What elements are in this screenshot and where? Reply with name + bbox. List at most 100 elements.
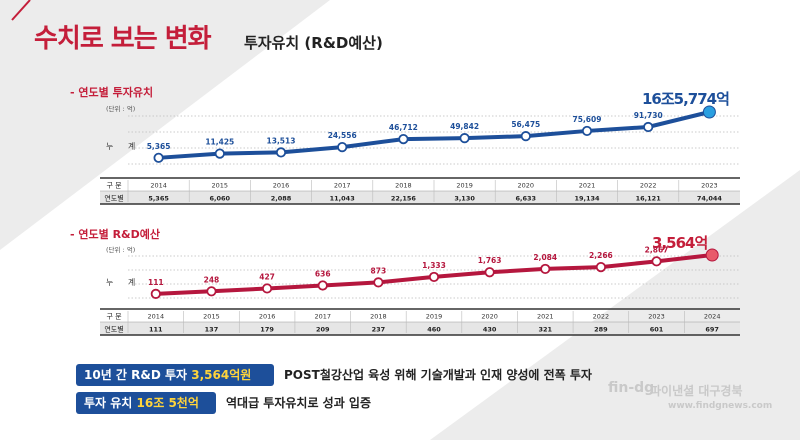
data-label: 1,763	[478, 256, 502, 265]
data-label: 24,556	[328, 131, 357, 140]
table-year: 2021	[537, 313, 554, 321]
table-header-label: 구 분	[106, 313, 122, 321]
data-label: 5,365	[147, 142, 171, 151]
table-value: 74,044	[697, 195, 723, 203]
data-label: 111	[148, 278, 164, 287]
data-label: 56,475	[511, 120, 540, 129]
rnd-total-label: 3,564억	[652, 234, 708, 252]
table-value: 22,156	[391, 195, 417, 203]
investment-total-label: 16조5,774억	[642, 90, 730, 108]
data-label: 2,867	[645, 245, 669, 254]
data-label: 49,842	[450, 122, 479, 131]
table-value: 111	[149, 326, 163, 334]
rnd-section-label: - 연도별 R&D예산	[70, 228, 161, 241]
table-year: 2024	[704, 313, 721, 321]
table-value: 209	[316, 326, 330, 334]
table-value: 321	[538, 326, 552, 334]
data-label: 248	[204, 275, 220, 284]
data-point	[595, 261, 607, 273]
table-value: 6,633	[516, 195, 537, 203]
investment-attraction-pill: 투자 유치 16조 5천억	[76, 392, 216, 414]
investment-pill-highlight: 16조 5천억	[136, 396, 199, 410]
data-point	[484, 267, 495, 278]
data-point	[150, 288, 161, 299]
table-year: 2015	[203, 313, 220, 321]
rnd-pill-prefix: 10년 간 R&D 투자	[84, 368, 192, 382]
table-row-bg	[100, 322, 740, 335]
series-line	[156, 110, 712, 160]
rnd-pill-highlight: 3,564억원	[191, 368, 252, 382]
rnd-investment-pill: 10년 간 R&D 투자 3,564억원	[76, 364, 274, 386]
data-label: 1,333	[422, 261, 446, 270]
data-point	[428, 271, 440, 283]
table-year: 2022	[593, 313, 610, 321]
table-year: 2016	[259, 313, 276, 321]
page-subtitle: 투자유치 (R&D예산)	[244, 34, 383, 52]
data-label: 75,609	[573, 115, 602, 124]
data-point	[214, 148, 225, 159]
table-row-label: 연도별	[104, 194, 123, 203]
table-year: 2015	[212, 182, 229, 190]
table-header-label: 구 분	[106, 182, 122, 190]
data-point	[581, 125, 593, 137]
data-point	[317, 280, 328, 291]
data-label: 2,266	[589, 251, 613, 260]
table-value: 697	[705, 326, 719, 334]
data-point	[337, 142, 348, 153]
table-value: 19,134	[574, 195, 600, 203]
table-value: 5,365	[148, 195, 169, 203]
table-year: 2020	[481, 313, 498, 321]
data-label: 13,513	[267, 136, 296, 145]
table-year: 2021	[579, 182, 596, 190]
data-label: 636	[315, 269, 331, 278]
table-year: 2017	[334, 182, 351, 190]
table-value: 430	[483, 326, 497, 334]
data-point	[373, 277, 384, 288]
investment-section-label: - 연도별 투자유치	[70, 86, 154, 99]
watermark-name: 파이낸셜 대구경북	[650, 384, 743, 398]
data-point	[261, 283, 273, 294]
table-year: 2023	[648, 313, 665, 321]
table-year: 2014	[148, 313, 165, 321]
table-year: 2023	[701, 182, 718, 190]
table-year: 2014	[150, 182, 167, 190]
data-point	[520, 131, 531, 142]
table-row-bg	[100, 191, 740, 204]
table-value: 179	[260, 326, 274, 334]
table-value: 601	[650, 326, 664, 334]
table-year: 2019	[426, 313, 443, 321]
table-row-label: 연도별	[104, 325, 123, 334]
data-point	[275, 147, 287, 158]
investment-cumulative-label: 누 계	[106, 142, 142, 151]
data-label: 427	[259, 272, 275, 281]
table-value: 11,043	[330, 195, 355, 203]
data-point	[702, 105, 716, 119]
data-label: 46,712	[389, 123, 418, 132]
data-label: 873	[371, 266, 387, 275]
table-year: 2022	[640, 182, 657, 190]
table-value: 460	[427, 326, 441, 334]
table-value: 6,060	[210, 195, 231, 203]
investment-pill-description: 역대급 투자유치로 성과 입증	[226, 396, 372, 410]
table-year: 2020	[518, 182, 535, 190]
table-value: 16,121	[636, 195, 662, 203]
data-point	[540, 263, 551, 275]
data-point	[643, 121, 654, 133]
rnd-unit-label: (단위 : 억)	[106, 246, 136, 254]
table-year: 2018	[370, 313, 387, 321]
data-label: 2,084	[533, 253, 557, 262]
table-value: 3,130	[454, 195, 475, 203]
investment-pill-prefix: 투자 유치	[84, 396, 137, 410]
table-year: 2018	[395, 182, 412, 190]
data-point	[153, 152, 164, 163]
table-value: 137	[205, 326, 219, 334]
page-title: 수치로 보는 변화	[34, 24, 212, 54]
table-value: 2,088	[271, 195, 292, 203]
table-year: 2016	[273, 182, 290, 190]
rnd-cumulative-label: 누 계	[106, 278, 142, 287]
table-year: 2017	[314, 313, 331, 321]
table-year: 2019	[456, 182, 473, 190]
